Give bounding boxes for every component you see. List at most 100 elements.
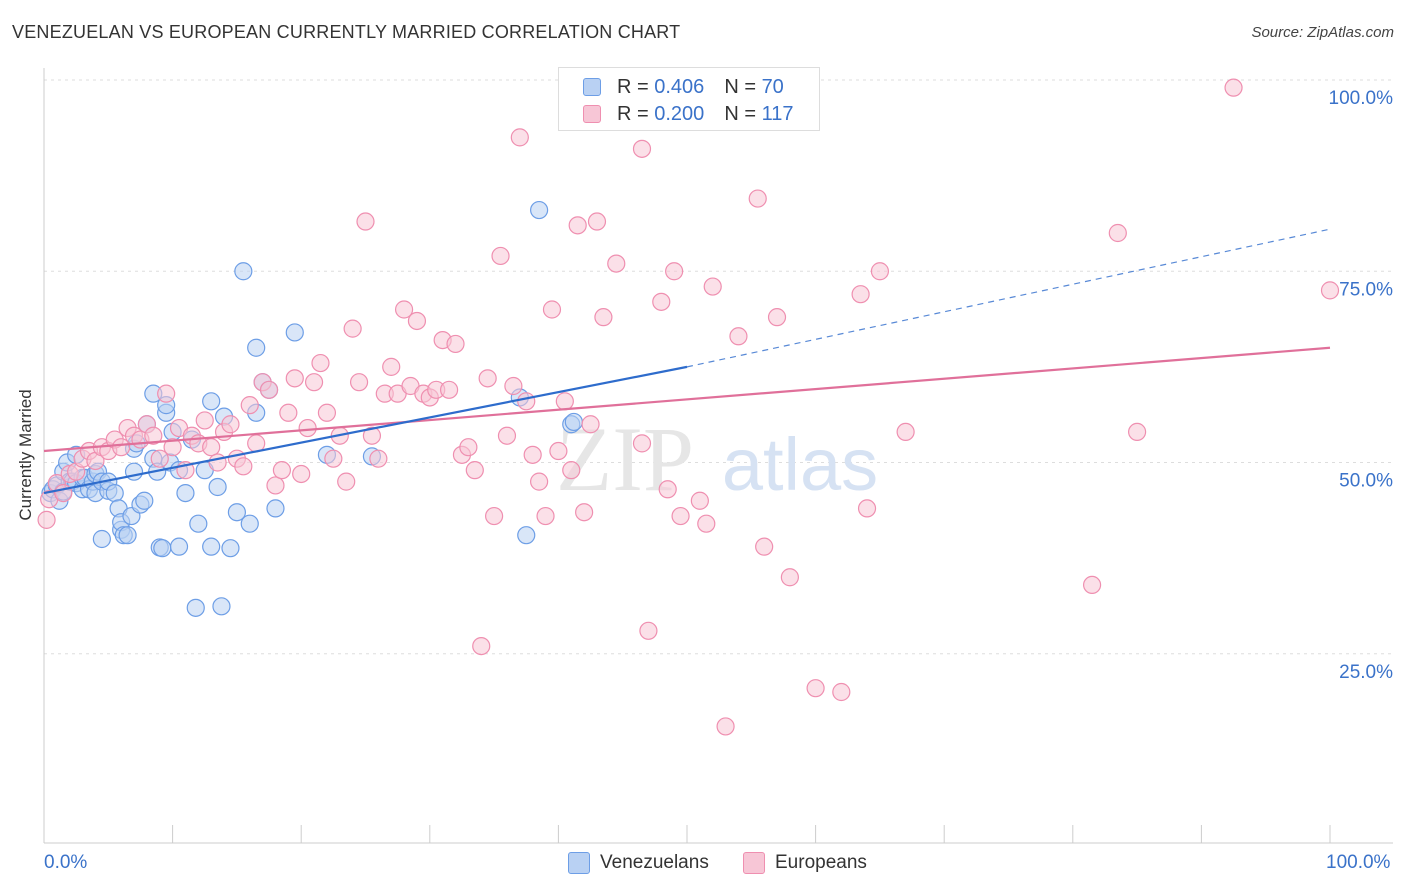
europeans-legend-swatch [743,852,765,874]
european-point [510,128,529,147]
venezuelan-point [285,323,304,342]
european-point [356,212,375,231]
y-tick-label-75: 75.0% [1339,279,1393,300]
venezuelan-point [169,537,189,556]
european-point [658,480,677,499]
europeans-points [37,74,1340,736]
european-point [870,262,890,281]
venezuelans-swatch [583,78,601,96]
european-point [697,514,716,533]
r-label: R = [617,75,649,98]
venezuelan-point [118,526,137,545]
source-label: Source: ZipAtlas.com [1251,24,1394,41]
venezuelan-point [227,503,246,522]
european-point [851,285,870,304]
european-point [292,464,311,484]
european-point [472,636,491,656]
european-point [536,506,555,526]
venezuelans-legend-swatch [568,852,590,874]
european-point [832,682,851,702]
european-point [671,506,690,526]
european-point [202,438,221,457]
venezuelan-point [176,484,195,503]
european-point [581,415,600,434]
european-point [349,373,369,392]
venezuelan-point [234,262,253,281]
european-point [632,434,652,453]
european-point [446,334,465,354]
y-tick-label-25: 25.0% [1339,662,1393,683]
gridlines [44,79,1393,655]
venezuelan-point [186,598,205,617]
r-label: R = [617,102,649,125]
european-point [568,216,587,235]
venezuelans-trend-line [43,365,688,495]
legend-item-venezuelans[interactable]: Venezuelans [568,852,709,874]
european-point [304,373,324,392]
european-point [394,300,414,319]
venezuelan-point [135,491,154,510]
r-value: 0.406 [654,75,705,98]
legend-item-europeans[interactable]: Europeans [743,852,867,874]
european-point [542,300,562,319]
european-point [632,139,652,158]
european-point [1082,575,1102,595]
european-point [208,453,227,472]
european-point [382,357,401,376]
european-point [491,246,510,266]
european-point [195,411,214,430]
legend-label: Europeans [775,852,867,873]
european-point [896,422,915,441]
european-point [1224,78,1243,97]
european-point [485,506,504,526]
venezuelan-point [564,412,583,432]
european-point [690,491,709,510]
venezuelan-point [221,539,240,558]
european-point [523,445,542,464]
watermark: ZIP atlas [556,408,878,510]
european-point [504,376,523,396]
european-point [311,353,330,373]
european-point [497,426,517,445]
venezuelan-point [266,499,285,518]
venezuelan-point [189,514,208,533]
european-point [240,396,259,415]
european-point [234,457,253,476]
stats-legend: R = 0.406 N = 70 R = 0.200 N = 117 [558,67,820,131]
n-label: N = [724,102,756,125]
european-point [594,308,613,327]
y-tick-label-50: 50.0% [1339,471,1393,492]
european-point [1127,422,1147,441]
european-point [221,415,240,434]
x-min-label: 0.0% [44,852,88,873]
venezuelan-point [153,539,172,558]
venezuelan-point [208,477,227,497]
europeans-trend-line [43,346,1331,453]
european-point [144,426,163,445]
european-point [652,292,671,311]
y-tick-labels: 25.0% 50.0% 75.0% 100.0% [1329,88,1394,683]
venezuelan-point [105,484,124,503]
watermark-atlas: atlas [722,423,878,506]
european-point [639,621,658,640]
venezuelan-point [517,526,536,545]
european-point [465,461,484,480]
european-point [517,392,536,411]
european-point [857,499,877,518]
european-point [285,369,304,388]
european-point [716,717,735,736]
chart-title: VENEZUELAN VS EUROPEAN CURRENTLY MARRIED… [12,22,681,42]
european-point [562,461,581,480]
european-point [729,327,748,346]
european-point [37,510,56,529]
trend-lines [43,228,1331,495]
european-point [575,503,594,522]
european-point [337,472,356,491]
stats-row-europeans: R = 0.200 N = 117 [583,101,793,127]
venezuelan-point [247,338,266,357]
european-point [279,403,298,422]
european-point [369,449,388,468]
european-point [163,438,182,457]
r-value: 0.200 [654,102,705,125]
